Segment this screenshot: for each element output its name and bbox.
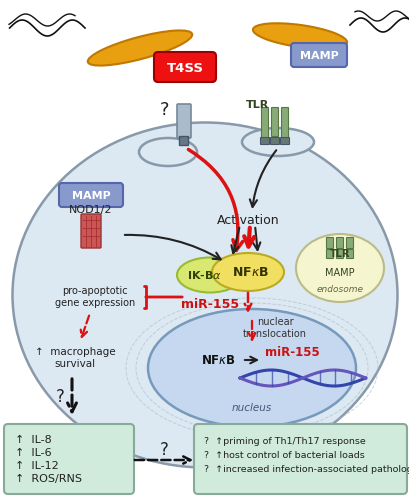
Text: T4SS: T4SS xyxy=(166,62,203,74)
Ellipse shape xyxy=(252,24,346,48)
Text: MAMP: MAMP xyxy=(324,268,354,278)
Ellipse shape xyxy=(88,30,192,66)
FancyBboxPatch shape xyxy=(261,108,268,138)
Text: NOD1/2: NOD1/2 xyxy=(69,205,112,215)
Text: ↑  macrophage
survival: ↑ macrophage survival xyxy=(35,347,115,369)
Text: IK-B$\alpha$: IK-B$\alpha$ xyxy=(187,269,222,281)
Text: ?: ? xyxy=(159,441,168,459)
Text: ↑  IL-8: ↑ IL-8 xyxy=(15,435,52,445)
FancyBboxPatch shape xyxy=(326,238,333,248)
FancyArrowPatch shape xyxy=(135,456,190,464)
Text: Activation: Activation xyxy=(216,214,279,226)
Text: pro-apoptotic
gene expression: pro-apoptotic gene expression xyxy=(55,286,135,308)
Text: ?: ? xyxy=(56,388,64,406)
FancyBboxPatch shape xyxy=(59,183,123,207)
FancyBboxPatch shape xyxy=(154,52,216,82)
Ellipse shape xyxy=(211,253,283,291)
Ellipse shape xyxy=(12,122,397,468)
Text: miR-155: miR-155 xyxy=(180,298,238,312)
Text: miR-155: miR-155 xyxy=(264,346,319,358)
FancyBboxPatch shape xyxy=(270,138,279,144)
Text: ↑  IL-6: ↑ IL-6 xyxy=(15,448,52,458)
Text: ?  ↑increased infection-associated pathology: ? ↑increased infection-associated pathol… xyxy=(204,466,409,474)
FancyBboxPatch shape xyxy=(260,138,269,144)
FancyArrowPatch shape xyxy=(124,235,220,260)
Text: NF$\kappa$B: NF$\kappa$B xyxy=(200,354,235,366)
FancyBboxPatch shape xyxy=(280,138,289,144)
FancyBboxPatch shape xyxy=(177,104,191,138)
Text: ?  ↑priming of Th1/Th17 response: ? ↑priming of Th1/Th17 response xyxy=(204,438,365,446)
Text: NF$\kappa$B: NF$\kappa$B xyxy=(231,266,268,278)
Text: TLR: TLR xyxy=(246,100,269,110)
Text: ?  ↑host control of bacterial loads: ? ↑host control of bacterial loads xyxy=(204,452,364,460)
FancyBboxPatch shape xyxy=(346,238,353,248)
Ellipse shape xyxy=(295,234,383,302)
FancyBboxPatch shape xyxy=(179,136,188,145)
Text: endosome: endosome xyxy=(316,286,363,294)
FancyBboxPatch shape xyxy=(281,108,288,138)
FancyBboxPatch shape xyxy=(290,43,346,67)
Text: nucleus: nucleus xyxy=(231,403,272,413)
FancyBboxPatch shape xyxy=(4,424,134,494)
FancyBboxPatch shape xyxy=(81,214,101,248)
Ellipse shape xyxy=(241,128,313,156)
FancyBboxPatch shape xyxy=(193,424,406,494)
Text: ↑  ROS/RNS: ↑ ROS/RNS xyxy=(15,474,82,484)
FancyArrowPatch shape xyxy=(249,150,276,207)
FancyArrowPatch shape xyxy=(188,150,242,250)
Ellipse shape xyxy=(148,309,355,427)
Text: MAMP: MAMP xyxy=(299,51,337,61)
Ellipse shape xyxy=(177,258,243,292)
FancyBboxPatch shape xyxy=(336,238,343,248)
Text: ↑  IL-12: ↑ IL-12 xyxy=(15,461,58,471)
Ellipse shape xyxy=(139,138,196,166)
Text: nuclear
translocation: nuclear translocation xyxy=(243,317,306,339)
Text: ?: ? xyxy=(160,101,169,119)
FancyBboxPatch shape xyxy=(336,250,343,258)
FancyBboxPatch shape xyxy=(346,250,353,258)
FancyBboxPatch shape xyxy=(271,108,278,136)
Text: TLR: TLR xyxy=(329,249,349,259)
Text: MAMP: MAMP xyxy=(72,191,110,201)
FancyBboxPatch shape xyxy=(326,250,333,258)
